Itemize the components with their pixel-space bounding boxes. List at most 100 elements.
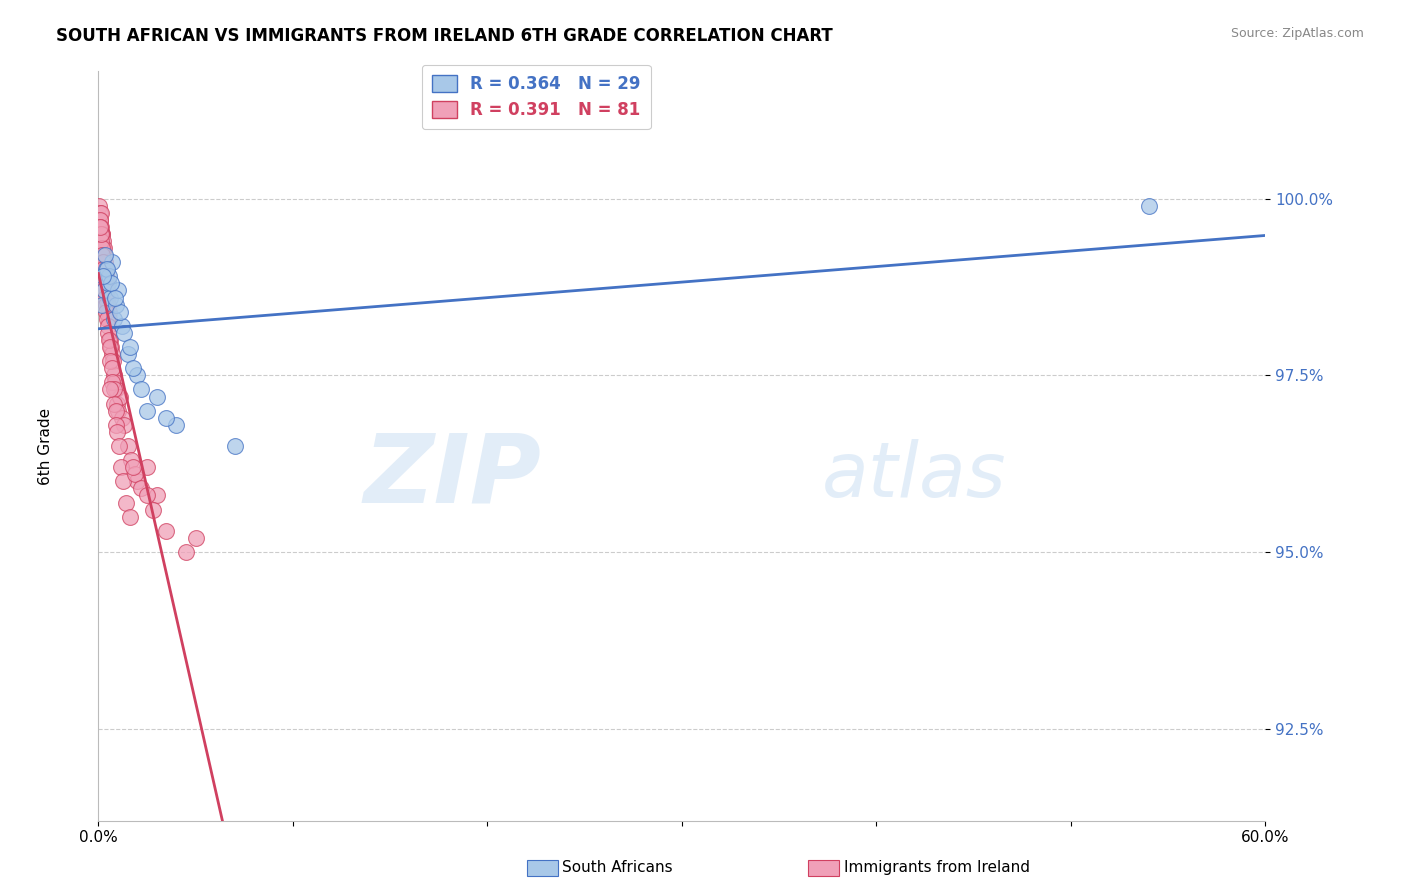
Text: Source: ZipAtlas.com: Source: ZipAtlas.com xyxy=(1230,27,1364,40)
Point xyxy=(165,417,187,432)
Point xyxy=(97,318,120,333)
Point xyxy=(101,255,124,269)
Point xyxy=(98,311,121,326)
Point xyxy=(93,241,115,255)
Point xyxy=(112,326,135,340)
Point xyxy=(91,234,114,248)
Point xyxy=(224,439,246,453)
Point xyxy=(124,467,146,482)
Point xyxy=(90,205,112,219)
Point xyxy=(111,410,134,425)
Point xyxy=(104,383,127,397)
Point xyxy=(90,227,112,241)
Point xyxy=(97,298,120,312)
Point xyxy=(136,403,159,417)
Text: South Africans: South Africans xyxy=(562,861,673,875)
Point xyxy=(155,524,177,538)
Point xyxy=(107,425,129,439)
Point xyxy=(91,298,114,312)
Point xyxy=(97,298,120,312)
Point xyxy=(90,234,112,248)
Point xyxy=(129,383,152,397)
Point xyxy=(94,248,117,262)
Point xyxy=(93,284,115,298)
Point xyxy=(114,495,136,509)
Point xyxy=(90,227,112,241)
Point xyxy=(97,304,120,318)
Point xyxy=(117,347,139,361)
Point xyxy=(94,291,117,305)
Point xyxy=(89,212,111,227)
Point xyxy=(104,403,127,417)
Point xyxy=(89,199,111,213)
Point xyxy=(129,482,152,496)
Point xyxy=(110,460,132,475)
Point xyxy=(101,376,124,390)
Point xyxy=(90,241,112,255)
Point xyxy=(101,354,124,368)
Text: SOUTH AFRICAN VS IMMIGRANTS FROM IRELAND 6TH GRADE CORRELATION CHART: SOUTH AFRICAN VS IMMIGRANTS FROM IRELAND… xyxy=(56,27,832,45)
Point xyxy=(122,460,145,475)
Point xyxy=(111,318,134,333)
Point xyxy=(96,291,118,305)
Point xyxy=(98,383,121,397)
Legend: R = 0.364   N = 29, R = 0.391   N = 81: R = 0.364 N = 29, R = 0.391 N = 81 xyxy=(422,65,651,129)
Point xyxy=(104,298,127,312)
Point xyxy=(103,368,125,383)
Point xyxy=(103,311,125,326)
Text: 6th Grade: 6th Grade xyxy=(38,408,53,484)
Point xyxy=(90,219,112,234)
Point xyxy=(97,333,120,347)
Point xyxy=(89,219,111,234)
Point xyxy=(98,340,121,354)
Point xyxy=(112,417,135,432)
Point xyxy=(91,227,114,241)
Point xyxy=(94,298,117,312)
Point xyxy=(94,269,117,284)
Point xyxy=(127,368,149,383)
Point xyxy=(146,390,169,404)
Point xyxy=(96,311,118,326)
Point xyxy=(136,488,159,502)
Point xyxy=(108,304,131,318)
Point xyxy=(93,255,115,269)
Point xyxy=(91,248,114,262)
Point xyxy=(107,284,129,298)
Point xyxy=(107,403,129,417)
Point xyxy=(103,383,125,397)
Point xyxy=(96,262,118,277)
Point xyxy=(93,284,115,298)
Text: ZIP: ZIP xyxy=(364,429,541,523)
Point xyxy=(101,347,124,361)
Point xyxy=(174,545,197,559)
Point xyxy=(108,390,131,404)
Point xyxy=(98,269,121,284)
Point xyxy=(104,376,127,390)
Point xyxy=(146,488,169,502)
Point xyxy=(89,212,111,227)
Point xyxy=(105,396,128,410)
Point xyxy=(91,241,114,255)
Text: atlas: atlas xyxy=(823,439,1007,513)
Point xyxy=(91,262,114,277)
Point xyxy=(122,361,145,376)
Point xyxy=(104,291,127,305)
Point xyxy=(103,396,125,410)
Point xyxy=(97,326,120,340)
Point xyxy=(93,248,115,262)
Point xyxy=(184,531,207,545)
Point xyxy=(89,205,111,219)
Point xyxy=(91,255,114,269)
Point xyxy=(142,502,165,516)
Point xyxy=(1137,199,1160,213)
Point xyxy=(97,277,120,291)
Text: Immigrants from Ireland: Immigrants from Ireland xyxy=(844,861,1029,875)
Point xyxy=(100,361,122,376)
Point xyxy=(93,277,115,291)
Point xyxy=(117,439,139,453)
Point xyxy=(96,262,118,277)
Point xyxy=(94,269,117,284)
Point xyxy=(90,227,112,241)
Point xyxy=(108,439,131,453)
Point xyxy=(100,277,122,291)
